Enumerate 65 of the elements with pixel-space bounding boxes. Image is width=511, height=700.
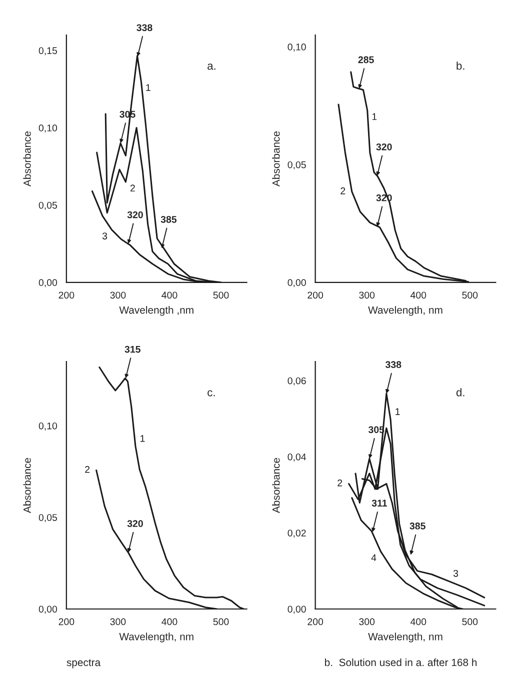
annotation: 338 [136, 24, 152, 32]
x-tick-label: 200 [308, 618, 324, 626]
series-label: 2 [130, 184, 135, 192]
x-tick-label: 300 [359, 618, 375, 626]
annotation: 315 [124, 346, 140, 353]
series-label: 2 [85, 466, 90, 473]
series-label: 1 [372, 113, 377, 120]
x-tick-label: 400 [162, 618, 178, 626]
y-tick-label: 0,00 [288, 606, 306, 614]
y-tick-label: 0,05 [288, 161, 306, 170]
y-tick-label: 0,00 [38, 279, 58, 288]
y-tick-label: 0,10 [38, 124, 58, 133]
y-tick-label: 0,05 [38, 202, 57, 210]
annotation: 385 [410, 522, 426, 530]
y-tick-label: 0,10 [38, 422, 58, 430]
annotation: 320 [127, 211, 143, 218]
y-tick-label: 0,04 [288, 453, 306, 462]
annotation: 320 [376, 143, 392, 150]
annotation: b. [456, 62, 464, 70]
x-tick-label: 400 [410, 618, 426, 626]
y-axis-title: Absorbance [272, 131, 280, 186]
y-tick-label: 0,15 [38, 47, 57, 56]
text: b. Solution used in a. after 168 h [325, 658, 477, 666]
x-tick-label: 200 [308, 292, 324, 299]
series-label: 4 [371, 554, 376, 562]
series-label: 2 [340, 187, 346, 194]
x-tick-label: 500 [213, 292, 229, 299]
x-tick-label: 300 [110, 292, 126, 299]
x-tick-label: 300 [110, 618, 126, 626]
x-axis-title: Wavelength, nm [119, 632, 194, 642]
y-tick-label: 0,10 [288, 44, 306, 52]
x-tick-label: 300 [359, 292, 375, 299]
x-tick-label: 500 [462, 292, 478, 299]
x-tick-label: 400 [162, 292, 178, 299]
annotation: 385 [160, 216, 177, 223]
x-tick-label: 500 [213, 618, 229, 626]
x-tick-label: 200 [58, 292, 74, 299]
y-tick-label: 0,05 [38, 514, 57, 522]
series-label: 3 [453, 570, 458, 577]
series-label: 1 [396, 408, 400, 415]
x-tick-label: 400 [410, 292, 426, 299]
x-tick-label: 500 [462, 618, 478, 626]
legend-label: 3 [102, 232, 108, 240]
x-axis-title: Wavelength, nm [368, 306, 442, 316]
series-label: 2 [338, 479, 342, 486]
y-axis-title: Absorbance [23, 458, 31, 514]
annotation: 311 [372, 500, 388, 507]
y-tick-label: 0,06 [288, 377, 306, 386]
annotation: 338 [385, 361, 402, 368]
annotation: a. [208, 64, 216, 70]
annotation: d. [456, 388, 464, 396]
y-tick-label: 0,00 [38, 606, 58, 614]
x-axis-title: Wavelength, nm [368, 632, 442, 642]
text: spectra [66, 659, 101, 668]
y-axis-title: Absorbance [272, 458, 280, 514]
y-tick-label: 0,02 [288, 530, 306, 538]
annotation: c. [208, 390, 215, 396]
annotation: 320 [127, 520, 143, 528]
x-tick-label: 200 [58, 618, 74, 626]
annotation: 285 [358, 56, 374, 64]
series-label: 1 [140, 435, 145, 442]
y-axis-title: Absorbance [23, 131, 31, 186]
y-tick-label: 0,00 [288, 279, 306, 288]
series-label: 1 [146, 84, 150, 91]
x-axis-title: Wavelength ,nm [119, 306, 194, 316]
